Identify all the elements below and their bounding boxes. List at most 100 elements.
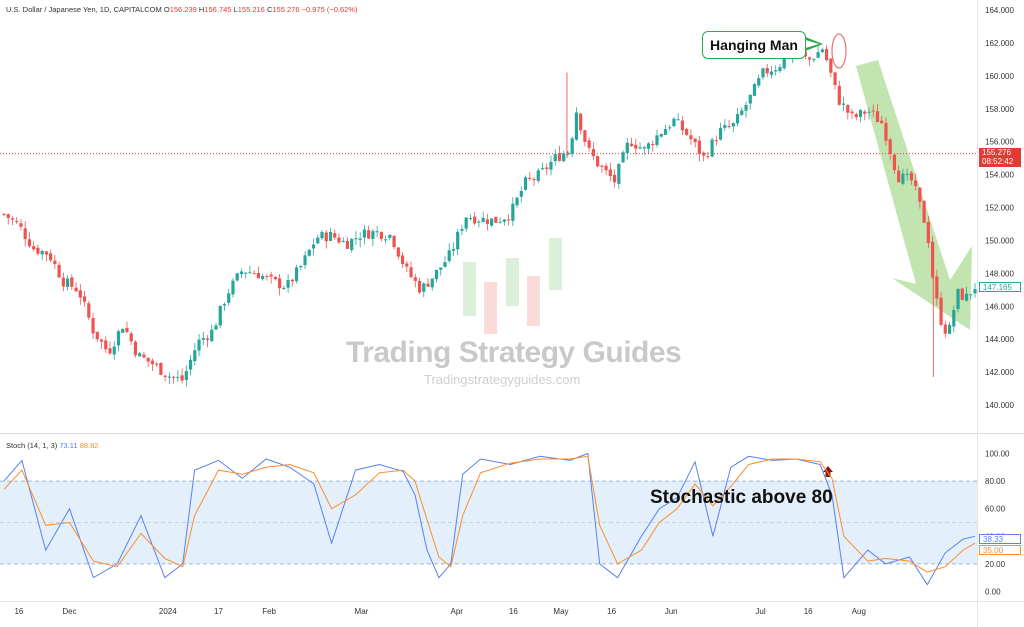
candle-body [693,138,697,143]
candles-group [2,40,977,387]
price-tick-label: 162.000 [985,39,1014,48]
candle-body [871,110,875,112]
candle-body [354,238,358,240]
callout-pointer-inner [802,38,819,49]
candle-body [952,309,956,327]
high-value: 156.745 [204,5,232,14]
candle-body [914,180,918,187]
candle-body [926,221,930,244]
candle-body [846,104,850,113]
stochastic-note: Stochastic above 80 [650,487,833,508]
time-tick-label: Apr [451,607,464,616]
candle-body [612,174,617,183]
candle-body [744,104,748,111]
price-tick-label: 150.000 [985,236,1014,245]
candle-body [583,130,587,142]
candle-body [333,233,337,238]
candle-body [506,219,511,221]
candle-body [146,357,150,362]
candle-body [456,231,460,250]
watermark-candle [549,238,562,290]
candle-body [350,238,354,251]
candle-body [116,331,121,346]
candle-body [299,265,303,268]
candle-body [740,110,744,115]
candle-body [468,218,473,220]
candle-body [600,165,604,167]
candle-body [214,325,218,330]
candle-body [642,147,646,149]
candle-body [176,376,180,378]
candle-body [337,237,341,243]
candle-body [417,280,422,293]
symbol-title: U.S. Dollar / Japanese Yen, 1D, CAPITALC… [6,5,162,14]
candle-body [180,375,184,381]
candle-body [447,250,451,262]
hanging-man-callout: Hanging Man [702,31,806,59]
watermark-candle [527,276,540,326]
candle-body [362,229,367,238]
candle-body [634,144,638,149]
price-tick-label: 146.000 [985,302,1014,311]
candle-body [604,165,608,171]
candle-body [324,232,328,242]
candle-body [930,241,935,278]
candle-body [519,191,523,197]
candle-body [193,350,197,362]
candle-body [553,154,557,162]
candle-body [286,280,290,288]
time-tick-label: May [553,607,568,616]
stoch-label: Stoch (14, 1, 3) [6,441,58,450]
candle-body [108,348,112,354]
candle-body [714,140,718,142]
candle-body [265,275,269,277]
candle-body [307,249,311,256]
candle-body [439,267,443,270]
candle-body [875,111,880,123]
candle-body [129,333,133,342]
candle-body [528,177,532,179]
candle-body [625,142,629,154]
candle-body [384,239,388,241]
candle-body [244,272,248,274]
candle-body [388,234,392,238]
candle-body [723,125,727,128]
candle-body [947,324,952,334]
candle-body [328,231,333,241]
candle-body [629,143,634,147]
candle-body [808,57,812,60]
candle-body [532,179,536,181]
candle-body [880,120,884,124]
candle-body [757,78,761,86]
candle-body [536,170,540,181]
candle-body [422,283,426,292]
watermark-title: Trading Strategy Guides [346,336,682,369]
candle-body [78,290,82,298]
time-tick-label: Jun [665,607,678,616]
candle-body [320,232,324,239]
candle-body [769,71,774,75]
candle-body [778,67,782,71]
candle-body [15,221,19,223]
candle-body [939,297,943,325]
candle-body [95,331,99,340]
candle-body [579,113,583,131]
candle-body [837,85,841,105]
time-axis-ticks: 16 Dec 2024 17 Feb Mar Apr 16 May 16 Jun Jul 16 Aug [14,607,866,616]
candle-body [367,230,371,239]
low-label: L [233,5,238,14]
candle-body [854,114,858,118]
candle-body [774,70,778,72]
candle-body [316,237,320,244]
stoch-lines-group [3,452,976,586]
candle-body [142,354,146,358]
candle-body [685,128,689,135]
candle-body [608,169,612,177]
candle-body [269,274,273,277]
candle-body [91,318,95,334]
candle-body [676,119,680,121]
candle-body [659,134,663,137]
candle-body [70,277,74,287]
candle-body [460,229,464,231]
candle-body [282,288,286,290]
